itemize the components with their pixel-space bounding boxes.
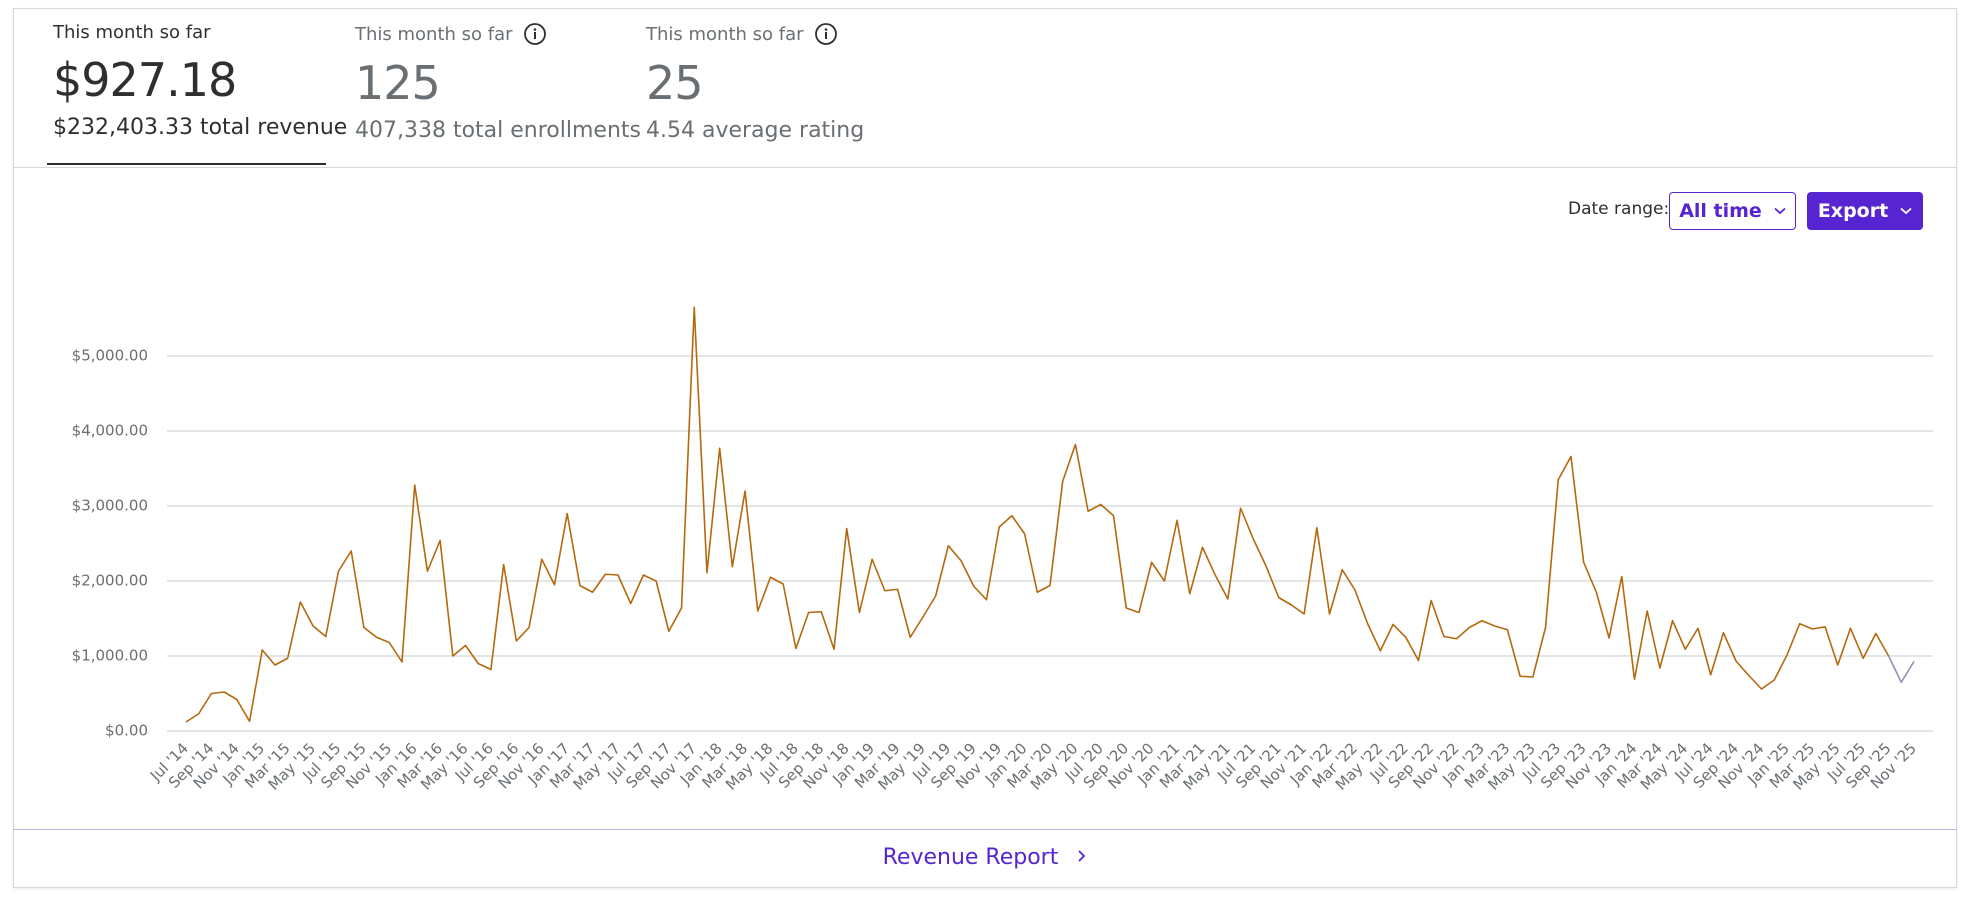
export-label: Export: [1817, 200, 1889, 222]
chevron-down: [1774, 207, 1786, 215]
info-icon[interactable]: [814, 22, 838, 46]
stat-label: This month so far: [53, 22, 211, 43]
stat-tab[interactable]: This month so far 125 407,338 total enro…: [355, 22, 641, 143]
stat-label: This month so far: [646, 23, 804, 45]
stat-label: This month so far: [355, 23, 513, 45]
stat-value: $927.18: [53, 53, 237, 107]
y-tick-label: $3,000.00: [72, 497, 148, 515]
y-tick-label: $2,000.00: [72, 572, 148, 590]
card: [13, 8, 1957, 888]
y-tick-label: $4,000.00: [72, 422, 148, 440]
stat-tab[interactable]: This month so far 25 4.54 average rating: [646, 22, 864, 143]
divider: [13, 829, 1957, 830]
stat-value: 125: [355, 56, 441, 110]
date-range-value: All time: [1679, 200, 1762, 222]
revenue-report-link[interactable]: Revenue Report: [0, 845, 1972, 870]
revenue-line: [185, 306, 1890, 723]
active-tab-indicator: [47, 163, 326, 165]
divider: [13, 167, 1957, 168]
info-icon[interactable]: [523, 22, 547, 46]
stat-total: 4.54 average rating: [646, 118, 865, 143]
link-text[interactable]: Revenue Report: [882, 845, 1059, 870]
date-range-button[interactable]: All time: [1669, 192, 1796, 230]
stat-label-row: This month so far: [355, 22, 641, 46]
chevron-down: [1900, 207, 1912, 215]
stat-tab[interactable]: This month so far $927.18 $232,403.33 to…: [53, 22, 347, 140]
revenue-line: [1887, 655, 1915, 684]
y-tick-label: $0.00: [105, 722, 148, 740]
date-range-label: Date range:: [1568, 199, 1670, 219]
y-tick-label: $1,000.00: [72, 647, 148, 665]
y-tick-label: $5,000.00: [72, 347, 148, 365]
stat-value: 25: [646, 56, 704, 110]
stat-label-row: This month so far: [646, 22, 864, 46]
stat-total: 407,338 total enrollments: [355, 118, 641, 143]
stat-total: $232,403.33 total revenue: [53, 115, 348, 140]
export-button[interactable]: Export: [1807, 192, 1923, 230]
chevron-right: [1078, 850, 1086, 862]
